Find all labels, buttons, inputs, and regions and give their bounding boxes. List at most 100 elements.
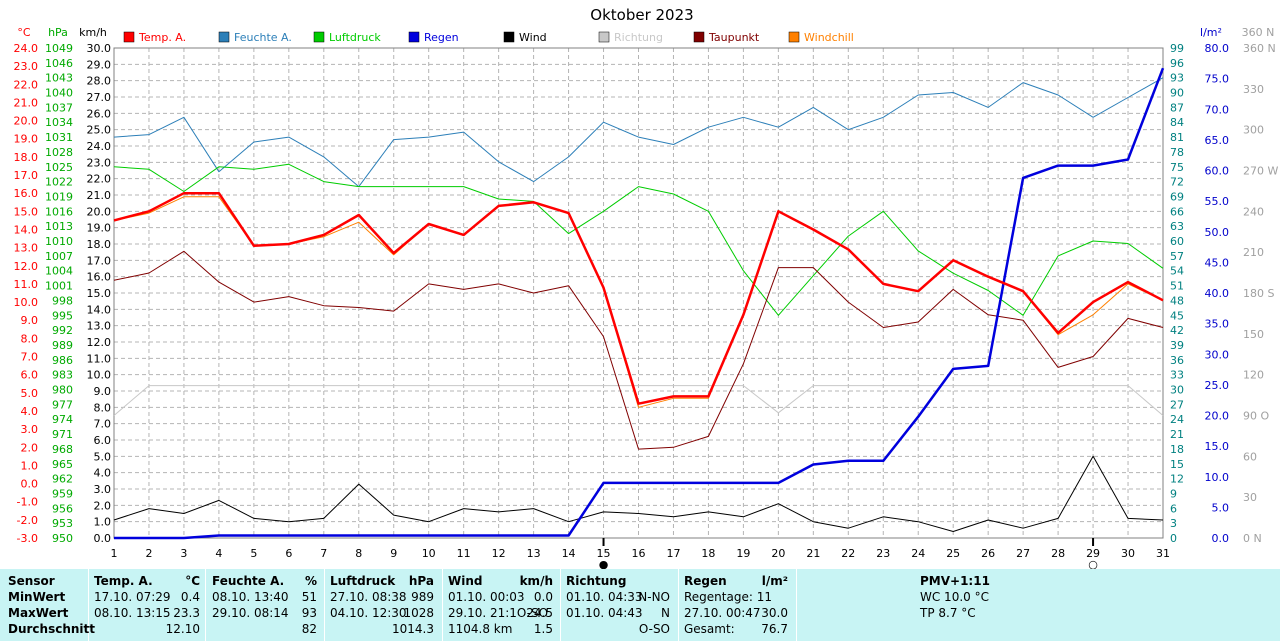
kmh-tick-label: 16.0 [87,271,112,284]
hpa-tick-label: 1043 [45,72,73,85]
stats-druck-max-val: 1028 [403,606,434,620]
dir-tick-label: 60 [1243,450,1257,463]
pct-tick-label: 93 [1170,72,1184,85]
x-tick-label: 23 [876,547,890,560]
rain-tick-label: 65.0 [1205,134,1230,147]
x-tick-label: 16 [632,547,646,560]
pct-tick-label: 3 [1170,517,1177,530]
dir-tick-label: 90 O [1243,410,1269,423]
hpa-tick-label: 1031 [45,131,73,144]
legend-label: Windchill [804,31,854,44]
hpa-tick-label: 971 [52,428,73,441]
temp-tick-label: 0.0 [21,478,39,491]
stats-temp-max-time: 08.10. 13:15 [94,606,171,620]
pct-tick-label: 45 [1170,309,1184,322]
pct-tick-label: 21 [1170,428,1184,441]
kmh-tick-label: 25.0 [87,124,112,137]
pct-tick-label: 78 [1170,146,1184,159]
x-tick-label: 11 [457,547,471,560]
stats-wind-max-time: 29.10. 21:1O-SO [448,606,549,620]
x-tick-label: 21 [806,547,820,560]
pct-tick-label: 39 [1170,339,1184,352]
temp-tick-label: -3.0 [17,532,38,545]
moon-marker: ● [599,558,609,569]
chart-axes: -3.0 -2.0 -1.0 0.0 1.0 2.0 3.0 4.0 5.0 6.0 7.0 8.0 9… [14,26,1279,569]
x-tick-label: 31 [1156,547,1170,560]
x-tick-label: 8 [355,547,362,560]
legend-swatch [408,31,420,43]
pct-tick-label: 90 [1170,87,1184,100]
stats-pmv-wc: WC 10.0 °C [920,590,989,604]
temp-tick-label: -2.0 [17,514,38,527]
temp-axis-unit: °C [17,26,31,39]
x-tick-label: 27 [1016,547,1030,560]
stats-pmv-block: PMV+1:11 WC 10.0 °C TP 8.7 °C [920,573,1060,621]
x-tick-label: 25 [946,547,960,560]
dir-tick-label: 120 [1243,369,1264,382]
stats-feuchte-min-time: 08.10. 13:40 [212,590,289,604]
x-tick-label: 10 [422,547,436,560]
x-tick-label: 18 [701,547,715,560]
legend-label: Temp. A. [138,31,186,44]
stats-richtung-max-time: 01.10. 04:43 [566,606,643,620]
hpa-tick-label: 992 [52,324,73,337]
legend-swatch [598,31,610,43]
stats-feuchte-min-val: 51 [301,590,317,604]
pct-tick-label: 75 [1170,161,1184,174]
rain-tick-label: 5.0 [1212,501,1230,514]
hpa-tick-label: 1004 [45,265,73,278]
pct-tick-label: 84 [1170,116,1184,129]
x-tick-label: 30 [1121,547,1135,560]
stats-feuchte-max-val: 93 [301,606,317,620]
series-line-richtung [113,385,1164,416]
temp-tick-label: 10.0 [14,296,39,309]
hpa-tick-label: 1049 [45,42,73,55]
kmh-tick-label: 23.0 [87,156,112,169]
x-tick-label: 13 [527,547,541,560]
pct-tick-label: 63 [1170,220,1184,233]
stats-druck-avg: 1014.3 [392,622,434,636]
x-tick-label: 9 [390,547,397,560]
stats-temp-max-val: 23.3 [173,606,200,620]
stats-richtung-min-time: 01.10. 04:33 [566,590,643,604]
hpa-tick-label: 998 [52,294,73,307]
stats-feuchte-max-time: 29.10. 08:14 [212,606,289,620]
kmh-tick-label: 19.0 [87,222,112,235]
stats-druck-block: Luftdruck hPa 27.10. 08:38 989 04.10. 12:3… [330,573,434,637]
hpa-axis-unit: hPa [48,26,68,39]
x-tick-label: 15 [597,547,611,560]
temp-tick-label: -1.0 [17,496,38,509]
stats-richtung-head: Richtung [566,574,627,588]
kmh-tick-label: 30.0 [87,42,112,55]
dir-tick-label: 300 [1243,124,1264,137]
stats-pmv-head: PMV+1:11 [920,574,990,588]
kmh-tick-label: 10.0 [87,369,112,382]
temp-tick-label: 14.0 [14,223,39,236]
dir-tick-label: 0 N [1243,532,1262,545]
kmh-tick-label: 24.0 [87,140,112,153]
x-tick-label: 28 [1051,547,1065,560]
hpa-tick-label: 1007 [45,250,73,263]
hpa-tick-label: 1028 [45,146,73,159]
temp-tick-label: 4.0 [21,405,39,418]
rain-tick-label: 40.0 [1205,287,1230,300]
stats-temp-unit: °C [185,574,200,588]
plot-frame [113,47,1164,539]
x-tick-label: 24 [911,547,925,560]
dir-tick-label: 30 [1243,491,1257,504]
dir-tick-label: 180 S [1243,287,1274,300]
pct-tick-label: 99 [1170,42,1184,55]
stats-wind-unit: km/h [519,574,553,588]
hpa-tick-label: 1025 [45,161,73,174]
x-tick-label: 19 [736,547,750,560]
rain-tick-label: 30.0 [1205,348,1230,361]
kmh-tick-label: 5.0 [94,450,112,463]
stats-regen-gesamt: 76.7 [761,622,788,636]
stats-regen-block: Regen l/m² Regentage: 11 27.10. 00:47 30.0… [684,573,788,637]
legend-label: Richtung [614,31,663,44]
stats-temp-min-val: 0.4 [180,590,200,604]
hpa-tick-label: 1013 [45,220,73,233]
stats-regen-tage: Regentage: 11 [684,590,772,604]
x-tick-label: 26 [981,547,995,560]
rain-tick-label: 55.0 [1205,195,1230,208]
